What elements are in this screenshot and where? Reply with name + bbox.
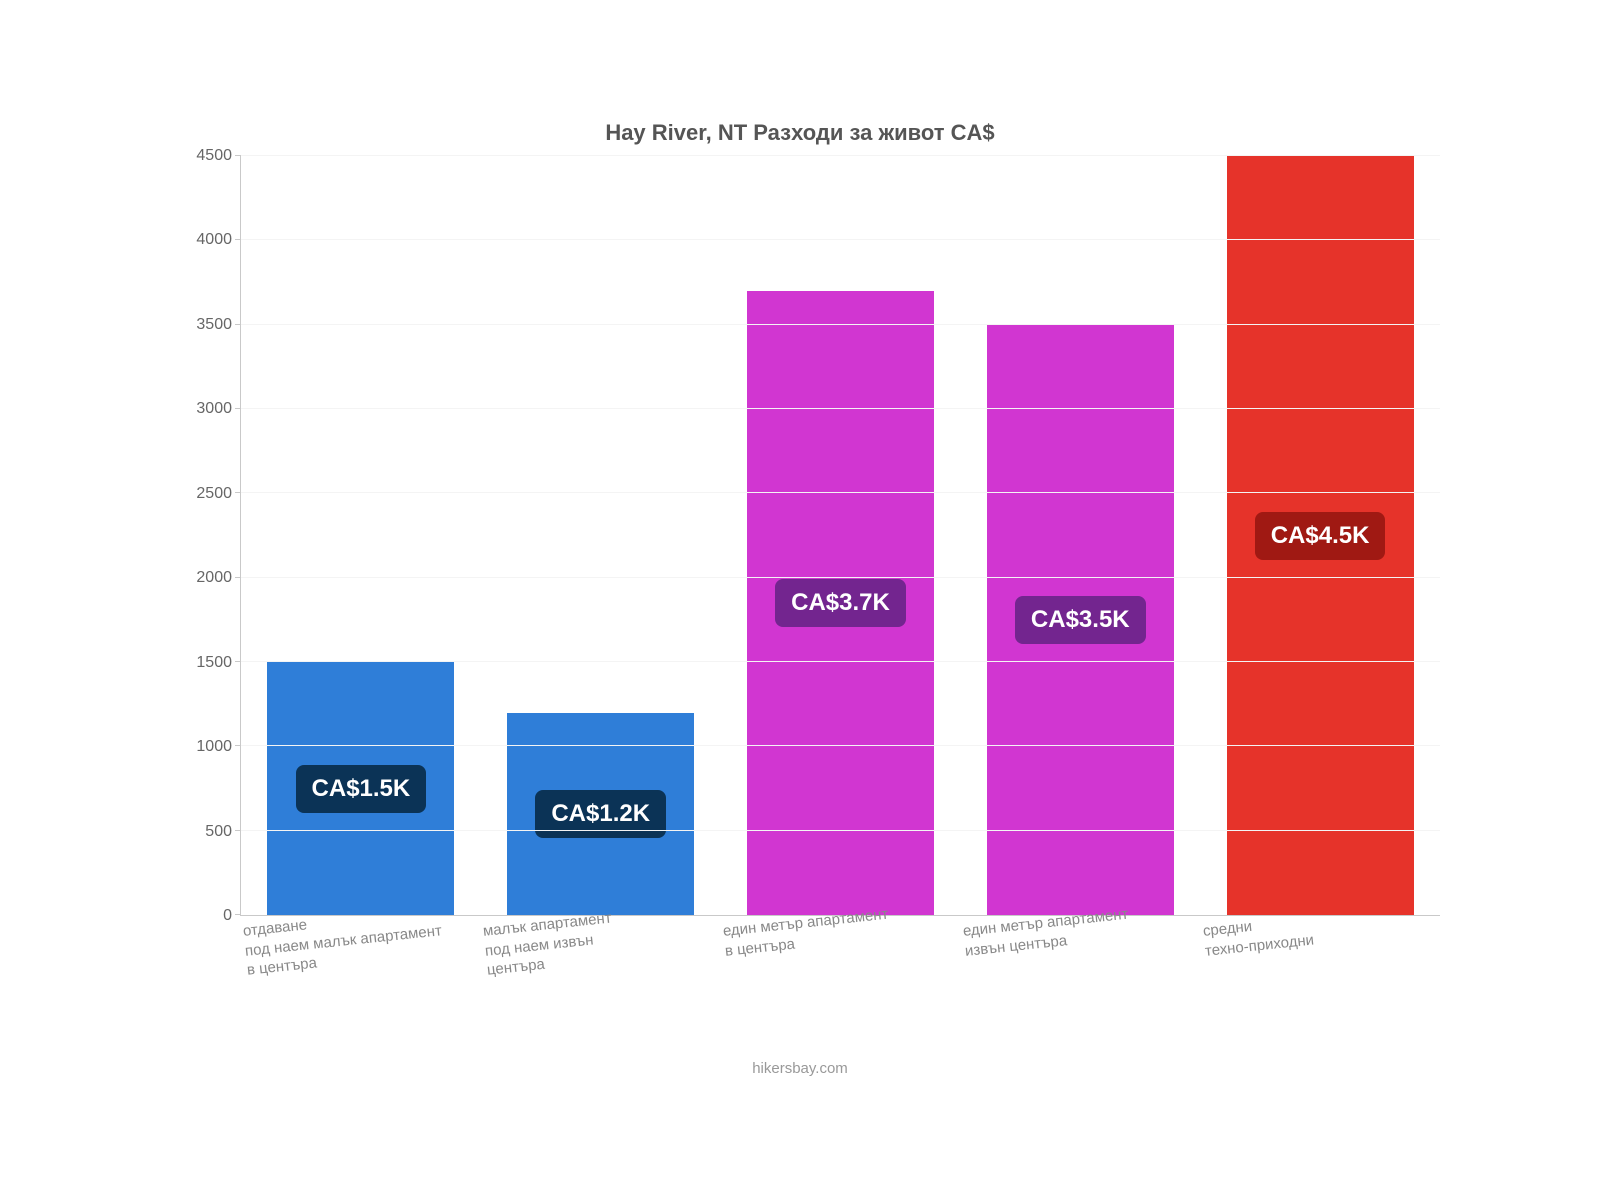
grid-line <box>241 577 1440 578</box>
x-slot: малък апартамент под наем извън центъра <box>480 916 720 1036</box>
chart-title: Hay River, NT Разходи за живот CA$ <box>160 120 1440 156</box>
bar: CA$3.5K <box>987 325 1174 915</box>
grid-line <box>241 155 1440 156</box>
chart-credit: hikersbay.com <box>160 1060 1440 1077</box>
y-tick-label: 500 <box>205 823 232 841</box>
bar: CA$1.2K <box>507 713 694 915</box>
value-badge: CA$4.5K <box>1255 512 1386 560</box>
value-badge: CA$3.5K <box>1015 596 1146 644</box>
value-badge: CA$1.5K <box>296 765 427 813</box>
y-tick-label: 4000 <box>196 231 232 249</box>
bar-slot: CA$1.2K <box>481 156 721 915</box>
y-tick-label: 0 <box>223 907 232 925</box>
x-axis-label: малък апартамент под наем извън центъра <box>482 908 617 980</box>
y-tick-mark <box>235 914 241 915</box>
x-slot: един метър апартамент в центъра <box>720 916 960 1036</box>
bar: CA$4.5K <box>1227 156 1414 915</box>
x-slot: един метър апартамент извън центъра <box>960 916 1200 1036</box>
grid-line <box>241 830 1440 831</box>
y-tick-label: 4500 <box>196 147 232 165</box>
bar-chart: Hay River, NT Разходи за живот CA$ 0 500 1… <box>160 120 1440 1080</box>
bar-slot: CA$1.5K <box>241 156 481 915</box>
bar: CA$3.7K <box>747 291 934 915</box>
y-tick-label: 3000 <box>196 400 232 418</box>
x-slot: отдаване под наем малък апартамент в цен… <box>240 916 480 1036</box>
y-tick-label: 3500 <box>196 316 232 334</box>
y-tick-label: 1500 <box>196 654 232 672</box>
bar-slot: CA$3.5K <box>960 156 1200 915</box>
grid-line <box>241 324 1440 325</box>
x-slot: средни техно-приходни <box>1200 916 1440 1036</box>
x-axis: отдаване под наем малък апартамент в цен… <box>240 916 1440 1036</box>
grid-line <box>241 661 1440 662</box>
y-tick-label: 2500 <box>196 485 232 503</box>
grid-line <box>241 239 1440 240</box>
x-axis-label: средни техно-приходни <box>1202 911 1315 961</box>
bars-container: CA$1.5K CA$1.2K CA$3.7K CA$3.5K CA$4.5K <box>241 156 1440 915</box>
grid-line <box>241 745 1440 746</box>
bar-slot: CA$3.7K <box>721 156 961 915</box>
plot-row: 050010001500200025003000350040004500 CA$… <box>160 156 1440 916</box>
bar: CA$1.5K <box>267 662 454 915</box>
y-tick-label: 1000 <box>196 738 232 756</box>
plot-area: CA$1.5K CA$1.2K CA$3.7K CA$3.5K CA$4.5K <box>240 156 1440 916</box>
bar-slot: CA$4.5K <box>1200 156 1440 915</box>
y-axis: 050010001500200025003000350040004500 <box>160 156 240 916</box>
grid-line <box>241 408 1440 409</box>
grid-line <box>241 492 1440 493</box>
value-badge: CA$3.7K <box>775 579 906 627</box>
y-tick-label: 2000 <box>196 569 232 587</box>
